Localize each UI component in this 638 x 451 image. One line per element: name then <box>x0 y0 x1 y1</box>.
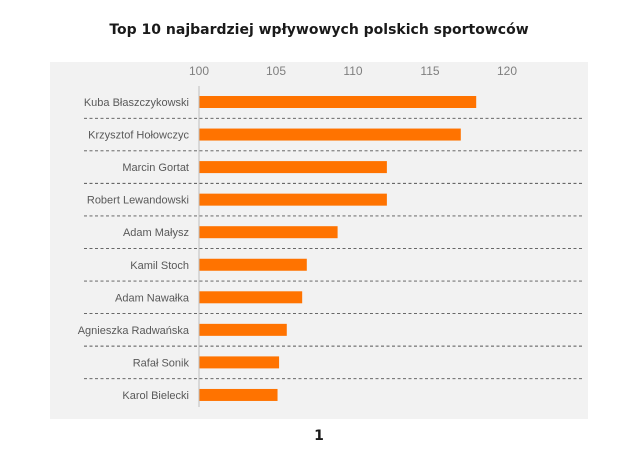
category-label: Kamil Stoch <box>130 260 189 272</box>
page-number: 1 <box>314 428 324 444</box>
category-label: Adam Małysz <box>123 227 189 239</box>
bar <box>199 388 278 401</box>
bar <box>199 356 280 369</box>
category-label: Adam Nawałka <box>115 292 190 304</box>
x-tick-label: 110 <box>343 64 362 78</box>
bars <box>199 96 477 401</box>
category-label: Marcin Gortat <box>122 162 189 174</box>
x-tick-label: 120 <box>497 64 517 78</box>
bar <box>199 258 307 271</box>
category-label: Krzysztof Hołowczyc <box>88 130 189 142</box>
category-label: Rafał Sonik <box>133 357 190 369</box>
category-label: Kuba Błaszczykowski <box>84 97 189 109</box>
bar <box>199 193 387 206</box>
x-tick-label: 100 <box>189 64 209 78</box>
bar <box>199 128 461 141</box>
chart-title: Top 10 najbardziej wpływowych polskich s… <box>109 22 529 38</box>
x-tick-label: 115 <box>420 64 439 78</box>
x-axis-ticks: 100 105 110 115 120 <box>189 64 517 78</box>
bar <box>199 226 338 239</box>
category-labels: Kuba Błaszczykowski Krzysztof Hołowczyc Ma… <box>78 97 190 402</box>
category-label: Karol Bielecki <box>122 390 189 402</box>
x-tick-label: 105 <box>266 64 286 78</box>
category-label: Agnieszka Radwańska <box>78 325 190 337</box>
bar <box>199 291 303 304</box>
bar <box>199 161 387 174</box>
bar <box>199 96 477 108</box>
bar <box>199 323 287 336</box>
row-separators <box>84 117 584 380</box>
chart-panel <box>50 62 588 419</box>
category-label: Robert Lewandowski <box>87 195 189 207</box>
